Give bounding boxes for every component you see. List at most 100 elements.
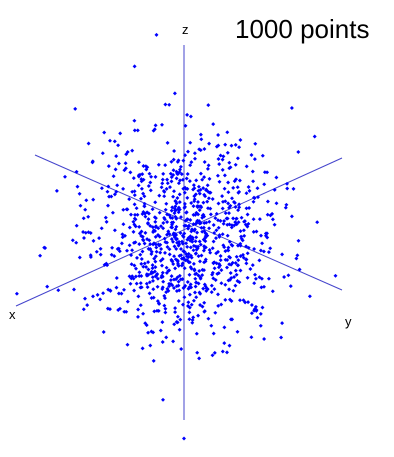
data-point <box>122 168 127 173</box>
data-point <box>233 268 238 273</box>
data-point <box>238 229 243 234</box>
data-point <box>123 161 128 166</box>
data-point <box>160 263 164 268</box>
data-point <box>214 236 218 241</box>
data-point <box>169 220 174 225</box>
data-point <box>203 245 208 250</box>
data-point <box>153 254 158 259</box>
data-point <box>114 154 119 159</box>
data-point <box>262 182 267 187</box>
data-point <box>198 171 203 176</box>
data-point <box>191 248 196 253</box>
data-point <box>176 181 181 186</box>
data-point <box>175 237 179 241</box>
data-point <box>182 436 186 441</box>
data-point <box>216 143 221 148</box>
data-point <box>291 186 296 191</box>
data-point <box>172 189 176 194</box>
data-point <box>206 163 211 168</box>
data-point <box>154 245 159 250</box>
data-point <box>211 331 216 336</box>
data-point <box>161 226 166 231</box>
data-point <box>111 174 116 179</box>
data-point <box>84 198 89 203</box>
data-point <box>252 196 257 201</box>
data-point <box>128 281 133 286</box>
data-point <box>185 217 189 222</box>
data-point <box>222 325 227 330</box>
data-point <box>150 225 155 230</box>
data-point <box>201 286 206 291</box>
data-point <box>142 201 147 206</box>
data-point <box>244 191 249 196</box>
data-point <box>151 278 155 283</box>
data-point <box>220 206 225 211</box>
data-point <box>219 281 224 286</box>
data-point <box>242 219 247 224</box>
data-point <box>199 137 204 142</box>
data-point <box>125 342 130 347</box>
data-point <box>112 192 117 197</box>
axes <box>15 45 343 420</box>
data-point <box>133 212 137 217</box>
data-point <box>187 179 192 184</box>
data-point <box>206 196 211 201</box>
data-point <box>262 170 267 175</box>
data-point <box>208 212 213 217</box>
data-point <box>141 164 146 168</box>
data-point <box>188 114 193 119</box>
data-point <box>116 291 121 296</box>
data-point <box>225 233 230 238</box>
data-point <box>173 199 178 203</box>
data-point <box>225 216 230 221</box>
data-point <box>160 270 165 275</box>
data-point <box>191 261 196 266</box>
data-point <box>177 170 182 175</box>
data-point <box>158 250 163 255</box>
data-point <box>179 215 183 220</box>
data-point <box>222 341 227 346</box>
data-point <box>226 180 231 185</box>
data-point <box>132 263 137 268</box>
data-point <box>198 148 203 153</box>
data-point <box>169 208 174 213</box>
data-point <box>163 102 168 107</box>
data-point <box>175 196 180 200</box>
data-point <box>270 217 275 222</box>
data-point <box>153 234 158 239</box>
data-point <box>182 295 187 300</box>
data-point <box>176 283 181 288</box>
data-point <box>183 204 187 209</box>
data-point <box>56 288 61 293</box>
data-point <box>251 217 256 222</box>
chart-title: 1000 points <box>235 14 369 44</box>
data-point <box>201 225 206 230</box>
data-point <box>237 280 242 285</box>
data-point <box>235 185 240 190</box>
data-point <box>225 150 230 155</box>
data-point <box>205 183 210 188</box>
data-point <box>256 195 260 200</box>
data-point <box>227 343 232 348</box>
data-point <box>217 179 222 184</box>
data-point <box>176 243 181 248</box>
data-point <box>136 307 141 312</box>
data-point <box>255 315 260 320</box>
data-point <box>216 303 221 308</box>
data-point <box>132 189 137 194</box>
data-point <box>233 283 238 288</box>
data-point <box>118 306 122 311</box>
data-point <box>147 171 152 176</box>
data-point <box>173 231 177 236</box>
data-point <box>197 269 202 273</box>
data-point <box>147 291 152 296</box>
data-point <box>136 294 141 299</box>
data-point <box>239 234 244 239</box>
data-point <box>177 253 182 258</box>
data-point <box>171 157 176 162</box>
data-point <box>258 248 263 253</box>
data-point <box>174 246 179 251</box>
data-point <box>151 287 156 292</box>
data-point <box>200 215 205 220</box>
data-point <box>249 311 254 316</box>
